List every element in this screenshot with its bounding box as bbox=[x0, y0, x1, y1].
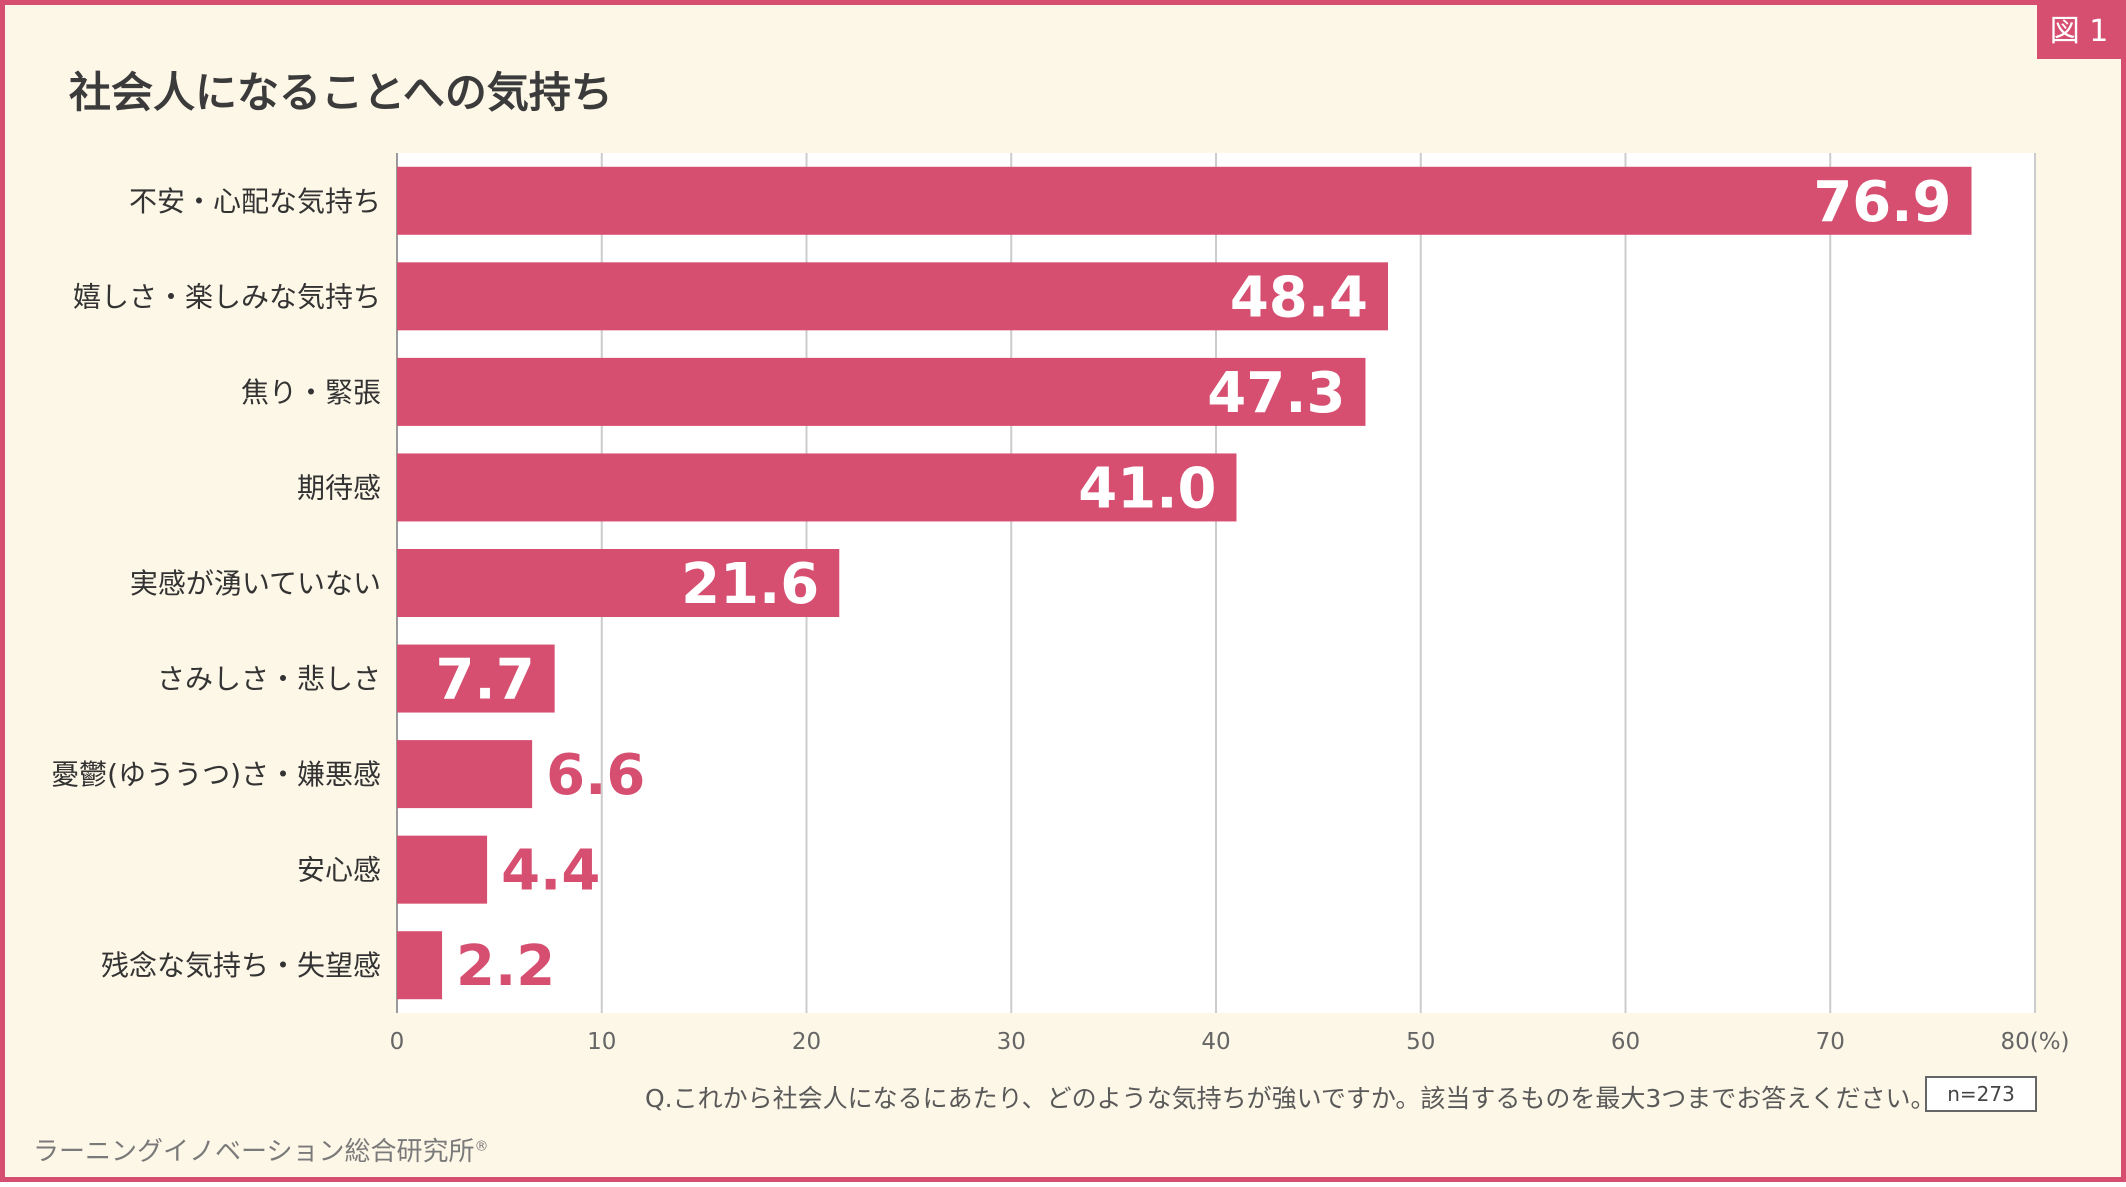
value-label: 4.4 bbox=[501, 839, 600, 904]
x-tick-label: 60 bbox=[1611, 1029, 1640, 1055]
category-label: 残念な気持ち・失望感 bbox=[101, 949, 381, 982]
category-label: 安心感 bbox=[297, 854, 381, 887]
category-label: 嬉しさ・楽しみな気持ち bbox=[73, 280, 381, 313]
source-credit-text: ラーニングイノベーション総合研究所 bbox=[33, 1137, 475, 1167]
value-label: 21.6 bbox=[681, 552, 819, 617]
bar bbox=[397, 644, 555, 713]
source-credit: ラーニングイノベーション総合研究所® bbox=[33, 1131, 488, 1168]
value-label: 41.0 bbox=[1078, 456, 1216, 521]
bar bbox=[397, 740, 533, 809]
value-label: 7.7 bbox=[435, 648, 534, 713]
value-label: 47.3 bbox=[1207, 361, 1345, 426]
category-label: 実感が湧いていない bbox=[130, 567, 381, 600]
bar bbox=[397, 453, 1237, 522]
category-label: 憂鬱(ゆううつ)さ・嫌悪感 bbox=[51, 758, 381, 791]
chart-title: 社会人になることへの気持ち bbox=[69, 68, 613, 117]
x-tick-label: 30 bbox=[997, 1029, 1026, 1055]
bar bbox=[397, 835, 488, 904]
category-label: 不安・心配な気持ち bbox=[129, 185, 381, 218]
x-tick-label: 50 bbox=[1406, 1029, 1435, 1055]
x-tick-label: 10 bbox=[587, 1029, 616, 1055]
x-tick-label: 20 bbox=[792, 1029, 821, 1055]
bar bbox=[397, 931, 443, 1000]
x-tick-label: 80(%) bbox=[2000, 1029, 2069, 1055]
value-label: 2.2 bbox=[456, 934, 555, 999]
bar bbox=[397, 262, 1388, 331]
bar bbox=[397, 357, 1366, 426]
bar bbox=[397, 549, 840, 617]
figure-label: 図 1 bbox=[2037, 5, 2121, 59]
registered-mark: ® bbox=[474, 1138, 489, 1155]
sample-size-badge: n=273 bbox=[1925, 1076, 2037, 1112]
category-label: さみしさ・悲しさ bbox=[157, 663, 381, 696]
survey-question: Q.これから社会人になるにあたり、どのような気持ちが強いですか。該当するものを最… bbox=[645, 1084, 1936, 1113]
value-label: 76.9 bbox=[1813, 170, 1951, 235]
x-tick-label: 40 bbox=[1201, 1029, 1230, 1055]
value-label: 48.4 bbox=[1230, 265, 1368, 330]
value-label: 6.6 bbox=[546, 743, 645, 808]
x-tick-label: 70 bbox=[1816, 1029, 1845, 1055]
category-label: 焦り・緊張 bbox=[241, 376, 381, 409]
bar bbox=[397, 166, 1972, 235]
bar-chart: 0 10 20 30 40 50 60 70 80(%) 不安・心配な気持ち 76.9 嬉しさ・楽しみ… bbox=[51, 153, 2070, 1055]
x-tick-label: 0 bbox=[390, 1029, 405, 1055]
category-label: 期待感 bbox=[297, 471, 381, 504]
